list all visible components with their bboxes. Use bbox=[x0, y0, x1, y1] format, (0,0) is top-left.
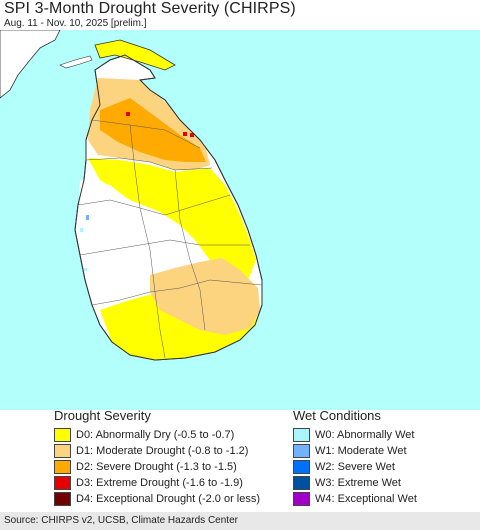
legend-label-w1: W1: Moderate Wet bbox=[315, 444, 407, 457]
legend-label-w3: W3: Extreme Wet bbox=[315, 476, 401, 489]
mannar-islets bbox=[59, 55, 93, 69]
map-title: SPI 3-Month Drought Severity (CHIRPS) bbox=[4, 0, 296, 17]
d1-southeast-region bbox=[150, 258, 260, 335]
swatch-d0 bbox=[54, 427, 71, 442]
legend-label-d1: D1: Moderate Drought (-0.8 to -1.2) bbox=[76, 444, 249, 457]
wet-legend-title: Wet Conditions bbox=[293, 408, 381, 423]
legend-item-d4: D4: Exceptional Drought (-2.0 or less) bbox=[54, 491, 260, 506]
swatch-w2 bbox=[293, 459, 310, 474]
legend-item-w4: W4: Exceptional Wet bbox=[293, 491, 417, 506]
swatch-d4 bbox=[54, 491, 71, 506]
sri-lanka-outline bbox=[74, 54, 263, 361]
source-footer: Source: CHIRPS v2, UCSB, Climate Hazards… bbox=[0, 512, 480, 530]
legend-label-w2: W2: Severe Wet bbox=[315, 460, 395, 473]
swatch-w4 bbox=[293, 491, 310, 506]
swatch-w3 bbox=[293, 475, 310, 490]
w0-spot-2 bbox=[84, 268, 87, 271]
legend-item-d0: D0: Abnormally Dry (-0.5 to -0.7) bbox=[54, 427, 234, 442]
swatch-d1 bbox=[54, 443, 71, 458]
district-boundaries bbox=[77, 119, 263, 359]
legend-item-w0: W0: Abnormally Wet bbox=[293, 427, 414, 442]
legend-label-w4: W4: Exceptional Wet bbox=[315, 492, 417, 505]
swatch-d3 bbox=[54, 475, 71, 490]
swatch-w0 bbox=[293, 427, 310, 442]
sri-lanka-map-svg bbox=[0, 30, 480, 410]
d0-central-band bbox=[88, 158, 256, 280]
india-coast bbox=[0, 30, 61, 99]
drought-map bbox=[0, 30, 480, 410]
legend-item-w2: W2: Severe Wet bbox=[293, 459, 395, 474]
legend-label-w0: W0: Abnormally Wet bbox=[315, 428, 415, 441]
legend-item-w1: W1: Moderate Wet bbox=[293, 443, 407, 458]
d3-spot-2 bbox=[183, 132, 187, 136]
legend-item-d1: D1: Moderate Drought (-0.8 to -1.2) bbox=[54, 443, 248, 458]
legend-item-w3: W3: Extreme Wet bbox=[293, 475, 401, 490]
d3-spot-3 bbox=[190, 133, 194, 137]
legend-item-d2: D2: Severe Drought (-1.3 to -1.5) bbox=[54, 459, 237, 474]
legend-label-d3: D3: Extreme Drought (-1.6 to -1.9) bbox=[76, 476, 243, 489]
drought-legend-title: Drought Severity bbox=[54, 408, 151, 423]
legend-label-d4: D4: Exceptional Drought (-2.0 or less) bbox=[76, 492, 261, 505]
w1-spot-1 bbox=[86, 215, 89, 220]
swatch-d2 bbox=[54, 459, 71, 474]
w0-spot-1 bbox=[80, 228, 83, 232]
swatch-w1 bbox=[293, 443, 310, 458]
map-date-range: Aug. 11 - Nov. 10, 2025 [prelim.] bbox=[4, 18, 147, 29]
legend-label-d0: D0: Abnormally Dry (-0.5 to -0.7) bbox=[76, 428, 235, 441]
d3-spot-1 bbox=[126, 112, 130, 116]
legend-label-d2: D2: Severe Drought (-1.3 to -1.5) bbox=[76, 460, 237, 473]
jaffna-peninsula bbox=[94, 39, 176, 71]
legend-item-d3: D3: Extreme Drought (-1.6 to -1.9) bbox=[54, 475, 243, 490]
